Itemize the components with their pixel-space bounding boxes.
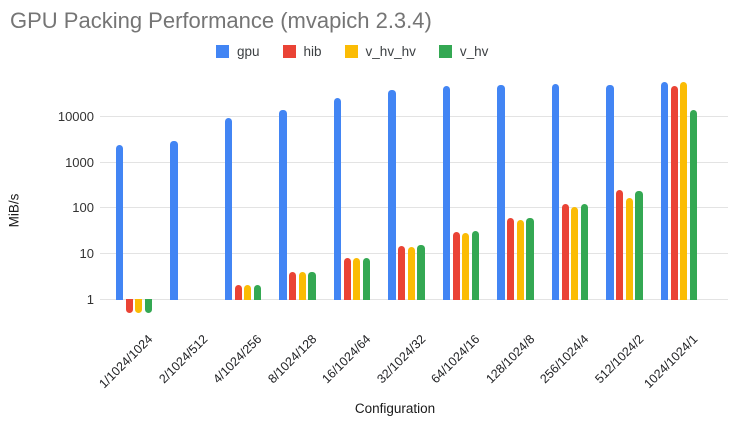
bar-gpu-4/1024/256[interactable] (224, 118, 233, 300)
bar-hib-1024/1024/1[interactable] (670, 86, 678, 300)
legend-label-v_hv: v_hv (459, 44, 489, 59)
bar-v_hv_hv-16/1024/64[interactable] (353, 258, 361, 300)
bar-v_hv-32/1024/32[interactable] (417, 244, 425, 300)
bar-v_hv_hv-4/1024/256[interactable] (244, 285, 252, 300)
y-tick-label: 10000 (57, 108, 94, 124)
x-tick-label: 8/1024/128 (265, 332, 320, 387)
bar-hib-32/1024/32[interactable] (398, 245, 406, 300)
x-axis-title: Configuration (354, 401, 436, 416)
bar-hib-512/1024/2[interactable] (616, 190, 624, 300)
legend-item-v_hv_hv[interactable]: v_hv_hv (344, 44, 416, 59)
y-tick-label: 1 (86, 292, 94, 307)
y-tick-label: 100 (72, 200, 94, 216)
legend-item-gpu[interactable]: gpu (216, 44, 260, 59)
bar-v_hv-8/1024/128[interactable] (308, 271, 316, 300)
x-tick-label: 256/1024/4 (537, 332, 592, 387)
bar-gpu-64/1024/16[interactable] (442, 86, 451, 300)
bar-gpu-256/1024/4[interactable] (551, 83, 560, 300)
bar-v_hv-128/1024/8[interactable] (526, 217, 534, 300)
bar-hib-16/1024/64[interactable] (343, 258, 351, 300)
bar-hib-64/1024/16[interactable] (452, 232, 460, 300)
y-gridline (100, 207, 728, 209)
legend-swatch-v_hv_hv-icon (344, 45, 358, 58)
bar-gpu-2/1024/512[interactable] (170, 141, 178, 300)
bar-v_hv-512/1024/2[interactable] (635, 191, 643, 300)
x-tick-label: 64/1024/16 (428, 332, 483, 387)
y-tick-label: 10 (79, 246, 94, 262)
bar-v_hv_hv-512/1024/2[interactable] (625, 198, 633, 300)
x-tick-label: 1/1024/1024 (96, 332, 156, 392)
bar-gpu-512/1024/2[interactable] (606, 84, 614, 300)
bar-v_hv_hv-1024/1024/1[interactable] (680, 81, 688, 300)
legend-swatch-v_hv-icon (438, 45, 452, 58)
y-tick-label: 1000 (65, 154, 94, 170)
bar-v_hv_hv-1/1024/1024[interactable] (135, 299, 143, 313)
bar-gpu-128/1024/8[interactable] (497, 85, 505, 300)
x-tick-label: 16/1024/64 (319, 332, 374, 387)
legend-item-hib[interactable]: hib (282, 44, 322, 59)
bar-hib-8/1024/128[interactable] (289, 271, 297, 300)
legend-label-hib: hib (303, 44, 322, 59)
bar-gpu-8/1024/128[interactable] (279, 109, 287, 300)
bar-v_hv_hv-256/1024/4[interactable] (571, 207, 579, 300)
legend: gpu hib v_hv_hv v_hv (216, 44, 488, 59)
legend-label-gpu: gpu (237, 44, 260, 59)
bar-v_hv-64/1024/16[interactable] (471, 231, 480, 300)
y-gridline (100, 115, 728, 117)
bar-hib-128/1024/8[interactable] (507, 218, 515, 300)
bar-v_hv_hv-8/1024/128[interactable] (298, 272, 306, 300)
bar-v_hv_hv-64/1024/16[interactable] (462, 233, 470, 300)
bar-hib-1/1024/1024[interactable] (125, 299, 133, 313)
bar-v_hv_hv-128/1024/8[interactable] (516, 220, 524, 300)
legend-swatch-gpu-icon (216, 45, 229, 58)
bar-v_hv-1024/1024/1[interactable] (689, 109, 698, 300)
bar-v_hv-16/1024/64[interactable] (362, 257, 371, 300)
bar-gpu-16/1024/64[interactable] (333, 97, 342, 300)
y-axis-title: MiB/s (6, 193, 22, 228)
bar-hib-256/1024/4[interactable] (561, 203, 569, 300)
x-tick-label: 128/1024/8 (483, 332, 538, 387)
bar-v_hv_hv-32/1024/32[interactable] (407, 246, 415, 300)
bar-gpu-32/1024/32[interactable] (388, 90, 396, 300)
bar-gpu-1024/1024/1[interactable] (660, 82, 669, 300)
x-tick-label: 512/1024/2 (592, 332, 647, 387)
chart-title: GPU Packing Performance (mvapich 2.3.4) (10, 8, 432, 33)
bar-v_hv-1/1024/1024[interactable] (144, 299, 153, 313)
x-tick-label: 4/1024/256 (210, 332, 265, 387)
x-tick-label: 1024/1024/1 (641, 332, 701, 392)
legend-label-v_hv_hv: v_hv_hv (365, 44, 416, 59)
legend-swatch-hib-icon (282, 45, 296, 58)
bar-hib-4/1024/256[interactable] (234, 285, 242, 300)
x-tick-label: 32/1024/32 (374, 332, 429, 387)
bar-v_hv-4/1024/256[interactable] (253, 284, 262, 300)
y-gridline (100, 161, 728, 163)
bar-gpu-1/1024/1024[interactable] (115, 145, 124, 300)
bar-v_hv-256/1024/4[interactable] (580, 204, 589, 300)
x-tick-label: 2/1024/512 (156, 332, 211, 387)
legend-item-v_hv[interactable]: v_hv (438, 44, 489, 59)
